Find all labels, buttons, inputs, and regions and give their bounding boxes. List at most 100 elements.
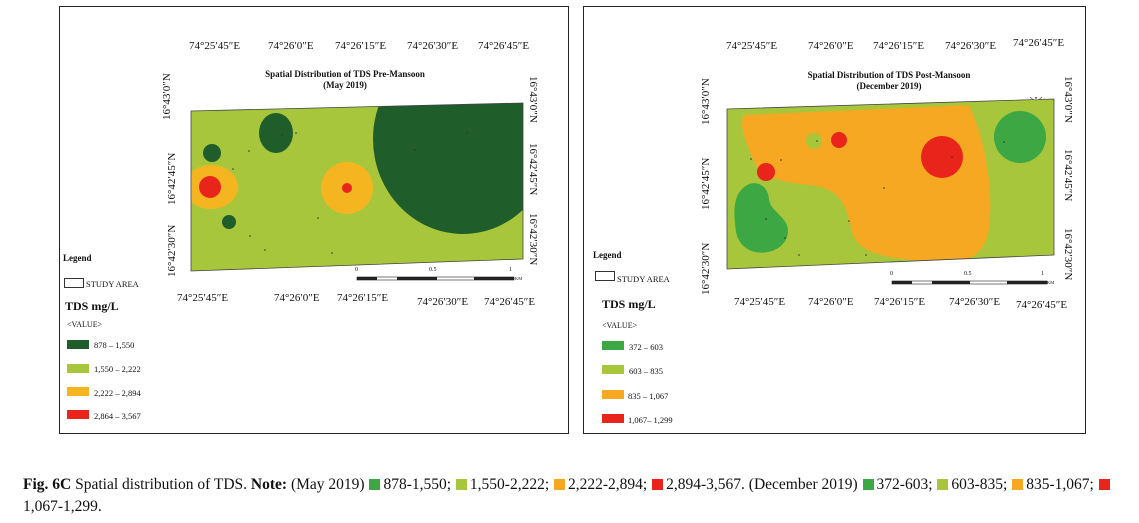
left-left-coord-1: 16°43′0″N xyxy=(161,73,173,120)
right-bottom-coord-3: 74°26′15″E xyxy=(874,296,926,308)
right-study-area-swatch xyxy=(595,271,615,281)
right-tds-map xyxy=(726,97,1055,270)
right-right-coord-2: 16°42′45″N xyxy=(1062,149,1074,202)
caption-dec-item-4: 1,067-1,299. xyxy=(23,498,102,515)
left-right-coord-1: 16°43′0″N xyxy=(527,76,539,123)
left-zone-878-1550-north xyxy=(259,113,293,153)
caption-may-swatch-2 xyxy=(455,479,467,490)
right-bottom-coord-2: 74°26′0″E xyxy=(808,296,854,308)
left-scale-tick-0: 0 xyxy=(355,267,358,273)
left-bottom-coord-2: 74°26′0″E xyxy=(274,292,320,304)
right-top-coord-2: 74°26′0″E xyxy=(808,40,854,52)
right-class-4-label: 1,067– 1,299 xyxy=(628,415,673,425)
left-bottom-coord-5: 74°26′45″E xyxy=(484,296,536,308)
caption-may-item-2: 1,550-2,222; xyxy=(469,476,550,493)
right-zone-372-603-east xyxy=(994,111,1046,163)
right-class-1-label: 372 – 603 xyxy=(629,342,663,352)
left-map-title-line1: Spatial Distribution of TDS Pre-Mansoon xyxy=(265,69,425,79)
caption-dec-swatch-4 xyxy=(1098,479,1110,490)
right-study-area-label: STUDY AREA xyxy=(617,274,670,284)
right-map-title: Spatial Distribution of TDS Post-Mansoon… xyxy=(754,70,1024,92)
right-scale-tick-0: 0 xyxy=(890,271,893,277)
left-swatch-class-4 xyxy=(67,410,89,419)
right-swatch-class-2 xyxy=(602,365,624,374)
right-zone-1067-1299-north xyxy=(831,132,847,148)
right-top-coord-4: 74°26′30″E xyxy=(945,40,997,52)
caption-may-swatch-4 xyxy=(652,479,664,490)
left-value-label: <VALUE> xyxy=(67,320,103,329)
left-swatch-class-2 xyxy=(67,364,89,373)
left-bottom-coord-4: 74°26′30″E xyxy=(417,296,469,308)
right-scale-tick-1: 1 xyxy=(1041,271,1044,277)
right-right-coord-1: 16°43′0″N xyxy=(1062,76,1074,123)
right-zone-372-603-west xyxy=(734,183,788,253)
right-top-coord-1: 74°25′45″E xyxy=(726,40,778,52)
right-zone-1067-1299-east xyxy=(921,136,963,178)
right-class-2-label: 603 – 835 xyxy=(629,366,663,376)
right-map-title-line1: Spatial Distribution of TDS Post-Mansoon xyxy=(807,70,971,80)
right-left-coord-3: 16°42′30″N xyxy=(700,242,712,295)
right-scale-unit: KM xyxy=(1047,280,1055,285)
right-swatch-class-3 xyxy=(602,390,624,399)
right-bottom-coord-1: 74°25′45″E xyxy=(734,296,786,308)
caption-may-item-4: 2,894-3,567. xyxy=(666,476,745,493)
left-study-area-swatch xyxy=(64,278,84,288)
caption-may: (May 2019) xyxy=(287,476,369,493)
left-study-area-label: STUDY AREA xyxy=(86,279,139,289)
right-left-coord-1: 16°43′0″N xyxy=(700,78,712,125)
caption-dec: (December 2019) xyxy=(744,476,862,493)
left-class-4-label: 2,864 – 3,567 xyxy=(94,411,141,421)
caption-dec-swatch-3 xyxy=(1012,479,1024,490)
right-map-panel: 74°25′45″E 74°26′0″E 74°26′15″E 74°26′30… xyxy=(583,6,1086,434)
caption-dec-item-1: 372-603; xyxy=(876,476,933,493)
figure-caption: Fig. 6C Spatial distribution of TDS. Not… xyxy=(23,474,1133,518)
left-top-coord-4: 74°26′30″E xyxy=(407,40,459,52)
right-scale-tick-05: 0.5 xyxy=(964,271,972,277)
left-left-coord-2: 16°42′45″N xyxy=(166,152,178,205)
left-left-coord-3: 16°42′30″N xyxy=(166,224,178,277)
left-top-coord-2: 74°26′0″E xyxy=(268,40,314,52)
left-class-3-label: 2,222 – 2,894 xyxy=(94,388,141,398)
right-right-coord-3: 16°42′30″N xyxy=(1062,228,1074,281)
caption-text: Spatial distribution of TDS. xyxy=(71,476,251,493)
left-map-title: Spatial Distribution of TDS Pre-Mansoon … xyxy=(210,69,480,91)
left-bottom-coord-3: 74°26′15″E xyxy=(337,292,389,304)
left-zone-878-1550-east xyxy=(373,103,523,234)
left-tds-label: TDS mg/L xyxy=(65,299,119,313)
right-zone-603-835-patch xyxy=(806,133,822,149)
caption-dec-swatch-1 xyxy=(862,479,874,490)
left-top-coord-5: 74°26′45″E xyxy=(478,40,530,52)
caption-may-swatch-1 xyxy=(369,479,381,490)
left-scale-tick-1: 1 xyxy=(509,267,512,273)
right-top-coord-5: 74°26′45″E xyxy=(1013,37,1065,49)
left-zone-878-1550-south xyxy=(222,215,236,229)
caption-fig-number: Fig. 6C xyxy=(23,476,72,493)
right-scale-bar xyxy=(891,280,1048,285)
left-right-coord-3: 16°42′30″N xyxy=(527,213,539,266)
left-swatch-class-1 xyxy=(67,340,89,349)
right-tds-label: TDS mg/L xyxy=(602,297,656,311)
left-scale-tick-05: 0.5 xyxy=(429,267,437,273)
caption-may-item-1: 878-1,550; xyxy=(383,476,452,493)
left-zone-2864-3567-center xyxy=(342,183,352,193)
left-top-coord-1: 74°25′45″E xyxy=(189,40,241,52)
caption-dec-item-2: 603-835; xyxy=(951,476,1008,493)
caption-dec-item-3: 835-1,067; xyxy=(1026,476,1094,493)
right-bottom-coord-4: 74°26′30″E xyxy=(949,296,1001,308)
right-zone-1067-1299-west xyxy=(757,163,775,181)
left-right-coord-2: 16°42′45″N xyxy=(527,143,539,196)
left-zone-2864-3567-west xyxy=(199,176,221,198)
left-map-panel: 74°25′45″E 74°26′0″E 74°26′15″E 74°26′30… xyxy=(59,6,569,434)
right-swatch-class-1 xyxy=(602,341,624,350)
right-class-3-label: 835 – 1,067 xyxy=(628,391,669,401)
right-map-title-line2: (December 2019) xyxy=(856,81,922,91)
left-legend-title: Legend xyxy=(63,253,92,263)
left-class-1-label: 878 – 1,550 xyxy=(94,340,135,350)
caption-may-item-3: 2,222-2,894; xyxy=(568,476,648,493)
left-zone-878-1550-west xyxy=(203,144,221,162)
right-north-arrow-icon xyxy=(1029,97,1043,101)
caption-may-swatch-3 xyxy=(554,479,566,490)
right-top-coord-3: 74°26′15″E xyxy=(873,40,925,52)
left-class-2-label: 1,550 – 2,222 xyxy=(94,364,141,374)
left-tds-map xyxy=(190,102,524,272)
